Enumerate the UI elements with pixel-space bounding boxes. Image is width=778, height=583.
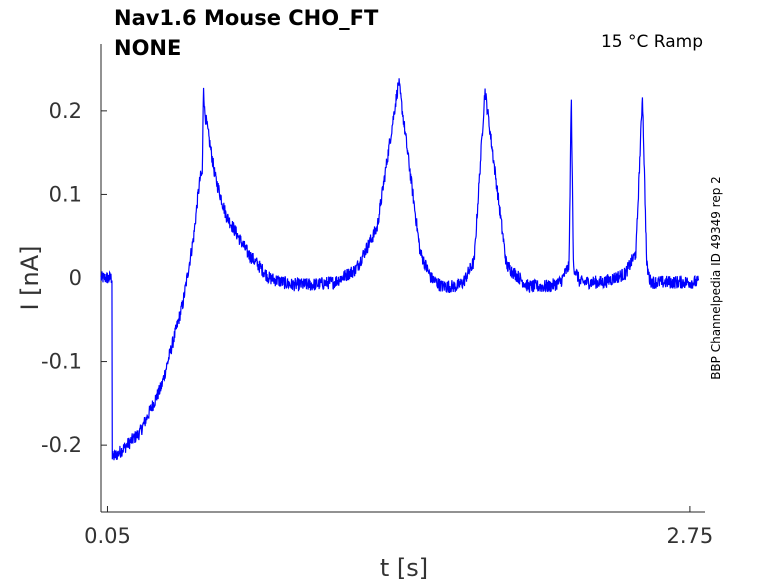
x-tick-label: 2.75: [667, 524, 714, 548]
x-tick-label: 0.05: [84, 524, 131, 548]
y-tick-label: 0: [69, 266, 82, 290]
x-axis-label: t [s]: [380, 554, 428, 582]
x-tick-group: 0.05 2.75: [84, 506, 713, 548]
source-id-label: BBP Channelpedia ID 49349 rep 2: [709, 176, 723, 380]
y-tick-label: 0.2: [49, 99, 82, 123]
y-tick-label: -0.1: [41, 350, 82, 374]
y-tick-group: -0.2 -0.1 0 0.1 0.2: [41, 99, 107, 457]
condition-label: 15 °C Ramp: [601, 32, 703, 52]
y-axis-label: I [nA]: [16, 245, 44, 310]
y-tick-label: -0.2: [41, 433, 82, 457]
current-trace-line: [100, 78, 700, 461]
y-tick-label: 0.1: [49, 182, 82, 206]
trace-group: [100, 78, 700, 461]
chart-title-line2: NONE: [114, 36, 181, 60]
chart-title-line1: Nav1.6 Mouse CHO_FT: [114, 6, 379, 30]
